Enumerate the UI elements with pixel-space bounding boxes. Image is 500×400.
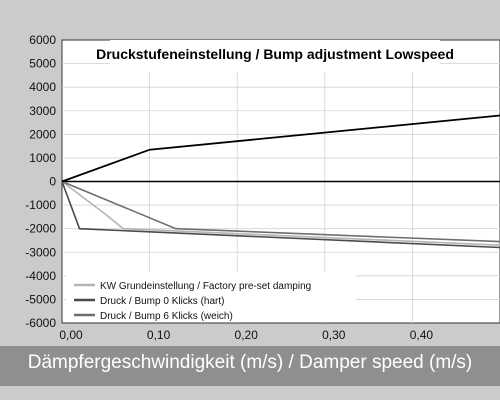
y-tick-label: 5000 xyxy=(29,57,56,71)
x-tick-label: 0,10 xyxy=(147,328,171,342)
y-tick-label: -4000 xyxy=(25,269,56,283)
y-tick-label: 6000 xyxy=(29,33,56,47)
legend-box xyxy=(66,272,356,321)
series-group xyxy=(61,114,500,249)
x-tick-label: 0,00 xyxy=(59,328,83,342)
y-tick-label: 0 xyxy=(49,175,56,189)
series-line-2 xyxy=(61,180,500,243)
y-tick-label: -1000 xyxy=(25,198,56,212)
y-axis-ticks: 6000 5000 4000 3000 2000 1000 0 -1000 -2000 -3000… xyxy=(25,33,56,330)
x-axis-label: Dämpfergeschwindigkeit (m/s) / Damper sp… xyxy=(27,352,473,373)
y-tick-label: 3000 xyxy=(29,104,56,118)
legend-label: Druck / Bump 0 Klicks (hart) xyxy=(100,296,224,307)
y-tick-label: 1000 xyxy=(29,151,56,165)
series-line-0 xyxy=(61,180,500,246)
y-tick-label: -6000 xyxy=(25,316,56,330)
x-axis-ticks: 0,00 0,10 0,20 0,30 0,40 xyxy=(59,328,433,342)
y-tick-label: 4000 xyxy=(29,80,56,94)
y-tick-label: 2000 xyxy=(29,127,56,141)
chart-title: Druckstufeneinstellung / Bump adjustment… xyxy=(96,46,454,62)
line-chart: 6000 5000 4000 3000 2000 1000 0 -1000 -2000 -3000… xyxy=(25,33,500,342)
y-tick-label: -5000 xyxy=(25,292,56,306)
series-line-3 xyxy=(61,114,500,183)
legend-label: KW Grundeinstellung / Factory pre-set da… xyxy=(100,281,311,292)
title-box xyxy=(110,40,440,72)
y-tick-label: -3000 xyxy=(25,245,56,259)
legend: KW Grundeinstellung / Factory pre-set da… xyxy=(66,272,356,322)
legend-label: Druck / Bump 6 Klicks (weich) xyxy=(100,311,233,322)
x-tick-label: 0,30 xyxy=(322,328,346,342)
y-tick-label: -2000 xyxy=(25,222,56,236)
x-tick-label: 0,20 xyxy=(235,328,259,342)
x-axis-label-band xyxy=(0,346,500,386)
x-tick-label: 0,40 xyxy=(410,328,434,342)
series-line-1 xyxy=(61,181,500,249)
